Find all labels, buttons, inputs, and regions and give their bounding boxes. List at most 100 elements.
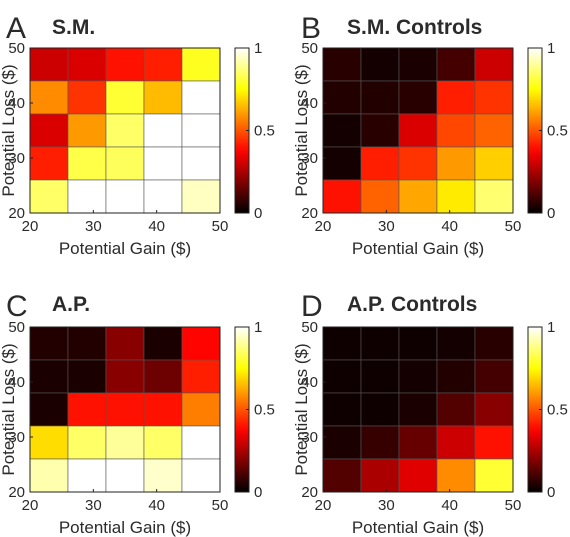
y-axis-label: Potential Loss ($) [292, 64, 311, 196]
x-tick-label: 20 [22, 218, 39, 235]
x-tick-label: 30 [378, 218, 395, 235]
heatmap-cell [360, 80, 400, 115]
colorbar-tick-label: 0.5 [254, 402, 275, 419]
heatmap-cell [474, 359, 514, 394]
x-axis-label: Potential Gain ($) [352, 518, 484, 537]
heatmap-cell [67, 146, 107, 181]
plot-frame [29, 326, 221, 493]
y-tick-label: 50 [301, 40, 318, 57]
y-tick-label: 40 [301, 95, 318, 112]
y-tick-label: 20 [301, 205, 318, 222]
y-axis-label: Potential Loss ($) [0, 64, 18, 196]
x-tick-label: 20 [22, 497, 39, 514]
y-tick-label: 40 [8, 374, 25, 391]
x-tick-label: 50 [212, 218, 229, 235]
panel-title: S.M. [52, 16, 95, 39]
heatmap-cell [67, 326, 107, 361]
heatmap-cell [360, 359, 400, 394]
heatmap-cell [436, 392, 476, 427]
heatmap-cell [29, 179, 69, 214]
heatmap-cell [143, 359, 183, 394]
heatmap-cell [322, 326, 362, 361]
heatmap-cell [474, 113, 514, 148]
panel-letter: A [6, 12, 26, 45]
y-tick-label: 50 [8, 319, 25, 336]
heatmap-cell [398, 458, 438, 493]
heatmap-cell [181, 80, 221, 115]
plot-frame [322, 326, 514, 493]
heatmap-cell [398, 179, 438, 214]
heatmap-cell [360, 458, 400, 493]
heatmap-cell [436, 458, 476, 493]
colorbar-tick-label: 0 [547, 205, 555, 222]
heatmap-cell [105, 47, 145, 82]
panel-letter: B [301, 12, 321, 45]
x-tick-label: 20 [315, 218, 332, 235]
heatmap-cell [474, 425, 514, 460]
heatmap-cell [143, 458, 183, 493]
heatmap-cell [105, 392, 145, 427]
heatmap-cell [474, 179, 514, 214]
heatmap-cell [474, 80, 514, 115]
heatmap-cell [181, 392, 221, 427]
colorbar-tick-label: 0 [547, 484, 555, 501]
heatmap-cell [105, 359, 145, 394]
x-tick-label: 40 [441, 218, 458, 235]
y-tick-label: 20 [301, 484, 318, 501]
heatmap-cell [105, 458, 145, 493]
heatmap-cell [29, 113, 69, 148]
x-tick-label: 30 [378, 497, 395, 514]
heatmap-cell [105, 179, 145, 214]
plot-frame [29, 47, 221, 214]
y-tick-label: 30 [301, 429, 318, 446]
heatmap-cell [322, 179, 362, 214]
x-tick-label: 50 [505, 497, 522, 514]
heatmap-cell [143, 179, 183, 214]
heatmap-cell [360, 392, 400, 427]
heatmap-cell [143, 146, 183, 181]
heatmap-cell [360, 146, 400, 181]
heatmap-panel-d: D A.P. Controls 20 30 40 50 20 30 40 50 Potential … [292, 290, 568, 537]
heatmap-cell [360, 47, 400, 82]
heatmap-cell [474, 146, 514, 181]
heatmap-cell [143, 47, 183, 82]
heatmap-cell [398, 146, 438, 181]
heatmap-cell [29, 425, 69, 460]
y-tick-label: 50 [8, 40, 25, 57]
y-tick-label: 40 [8, 95, 25, 112]
heatmap-cell [181, 425, 221, 460]
heatmap-cell [360, 179, 400, 214]
heatmap-cell [322, 458, 362, 493]
heatmap-cell [398, 47, 438, 82]
colorbar-tick-label: 1 [254, 319, 262, 336]
heatmap-cell [181, 113, 221, 148]
heatmap-cell [67, 80, 107, 115]
y-tick-label: 20 [8, 484, 25, 501]
y-axis-label: Potential Loss ($) [0, 343, 18, 475]
heatmap-cell [474, 392, 514, 427]
heatmap-cell [181, 326, 221, 361]
heatmap-cell [398, 326, 438, 361]
heatmap-cell [143, 80, 183, 115]
y-tick-label: 30 [301, 150, 318, 167]
heatmap-cell [29, 146, 69, 181]
heatmap-cell [29, 458, 69, 493]
heatmap-cell [436, 80, 476, 115]
heatmap-cell [105, 425, 145, 460]
heatmap-cell [67, 47, 107, 82]
heatmap-panel-c: C A.P. 20 30 40 50 20 30 40 50 Potential Gain ($) P… [0, 290, 275, 537]
heatmap-cell [29, 359, 69, 394]
heatmap-cell [105, 326, 145, 361]
heatmap-cell [67, 113, 107, 148]
colorbar-tick-label: 0.5 [547, 123, 568, 140]
heatmap-cell [67, 425, 107, 460]
heatmap-cell [322, 47, 362, 82]
heatmap-cell [398, 359, 438, 394]
y-tick-label: 30 [8, 429, 25, 446]
x-axis-label: Potential Gain ($) [59, 518, 191, 537]
heatmap-cell [322, 392, 362, 427]
heatmap-cell [322, 146, 362, 181]
y-tick-label: 40 [301, 374, 318, 391]
heatmap-cell [436, 179, 476, 214]
heatmap-cell [322, 425, 362, 460]
